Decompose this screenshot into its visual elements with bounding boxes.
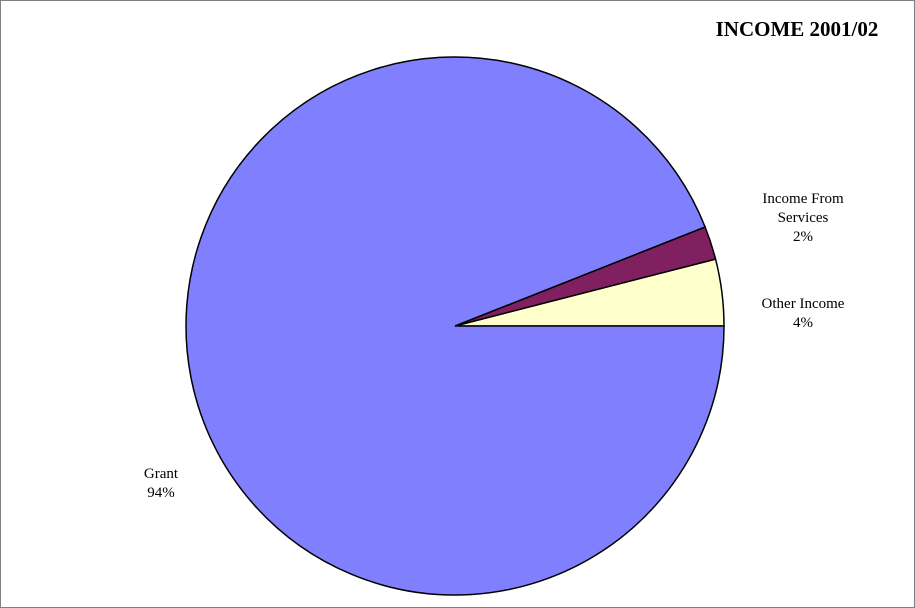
slice-name-grant: Grant <box>143 466 179 482</box>
slice-name-other-income: Other Income <box>761 296 845 312</box>
slice-percent-income-from-services: 2% <box>793 229 813 245</box>
slice-percent-grant: 94% <box>147 485 175 501</box>
slice-percent-other-income: 4% <box>793 315 813 331</box>
slice-label-other-income: Other Income 4% <box>747 295 859 333</box>
slice-name-income-from-services: Income From Services <box>762 191 844 226</box>
chart-title: INCOME 2001/02 <box>715 17 879 41</box>
pie-slice-grant <box>185 56 725 596</box>
slice-label-income-from-services: Income From Services 2% <box>737 190 869 247</box>
slice-label-grant: Grant 94% <box>131 465 191 503</box>
